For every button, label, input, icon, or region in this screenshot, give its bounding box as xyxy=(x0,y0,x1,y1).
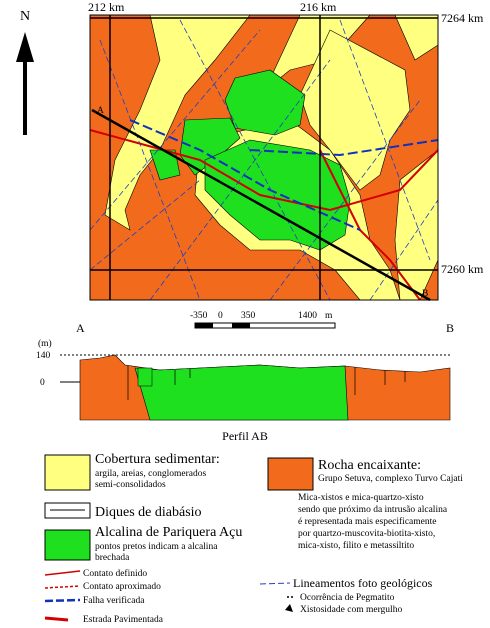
scale-label: 0 xyxy=(218,311,223,321)
scale-label: m xyxy=(325,311,333,321)
legend-text: Xistosidade com mergulho xyxy=(300,605,402,615)
profile-title: Perfil AB xyxy=(222,429,268,443)
profile-section xyxy=(60,355,450,420)
legend-text: brechada xyxy=(95,553,130,563)
legend-swatch xyxy=(45,530,90,560)
geologic-map xyxy=(90,15,438,300)
section-label: A xyxy=(97,106,104,116)
legend-text: mica-xisto, filito e metassiltito xyxy=(298,540,414,551)
legend-text: Lineamentos foto geológicos xyxy=(293,576,433,590)
profile-end: A xyxy=(76,321,85,335)
profile-elevation: 140 xyxy=(36,351,51,361)
legend-text: pontos pretos indicam a alcalina xyxy=(95,542,218,552)
section-label: B xyxy=(422,289,428,299)
legend-text: por quartzo-muscovita-biotita-xisto, xyxy=(298,529,435,539)
legend-text: Estrada Pavimentada xyxy=(83,615,164,625)
legend-line xyxy=(45,600,80,601)
legend-swatch xyxy=(45,455,90,490)
legend-symbol xyxy=(285,604,293,612)
legend-text: Ocorrência de Pegmatito xyxy=(300,593,395,603)
profile-unit: (m) xyxy=(38,338,52,349)
legend-text: sendo que próximo da intrusão alcalina xyxy=(298,505,448,515)
profile-end: B xyxy=(446,321,454,335)
legend-symbol xyxy=(287,596,293,598)
legend-text: Falha verificada xyxy=(83,595,145,606)
legend-line xyxy=(45,586,80,588)
legend-title: Diques de diabásio xyxy=(95,505,202,520)
scale-label: 1400 xyxy=(298,311,317,321)
legend-line xyxy=(45,618,68,620)
north-label: N xyxy=(20,9,30,24)
legend-text: é representada mais especificamente xyxy=(298,516,436,527)
profile-elevation: 0 xyxy=(40,378,45,388)
legend-swatch xyxy=(45,503,90,518)
scale-bar xyxy=(195,323,335,328)
grid-label: 7264 km xyxy=(441,11,484,25)
grid-label: 7260 km xyxy=(441,262,484,276)
legend-text: Contato definido xyxy=(83,568,147,579)
legend-swatch xyxy=(268,458,313,490)
legend-text: Grupo Setuva, complexo Turvo Cajati xyxy=(318,474,463,484)
scale-label: -350 xyxy=(190,311,208,321)
legend-title: Rocha encaixante: xyxy=(318,458,421,473)
scale-label: 350 xyxy=(241,311,256,321)
page: N 212 km 216 km 7264 km 7260 k xyxy=(0,0,490,628)
legend-title: Alcalina de Pariquera Açu xyxy=(95,525,242,540)
legend-text: semi-consolidados xyxy=(95,480,166,490)
legend-title: Cobertura sedimentar: xyxy=(95,452,220,467)
grid-label: 212 km xyxy=(88,0,125,14)
legend-text: argila, areias, conglomerados xyxy=(95,469,206,479)
north-arrow xyxy=(16,32,34,135)
legend-text: Contato aproximado xyxy=(83,582,161,592)
legend-line xyxy=(45,571,80,575)
legend-text: Mica-xistos e mica-quartzo-xisto xyxy=(298,493,424,503)
legend-line xyxy=(260,583,290,584)
grid-label: 216 km xyxy=(300,0,337,14)
